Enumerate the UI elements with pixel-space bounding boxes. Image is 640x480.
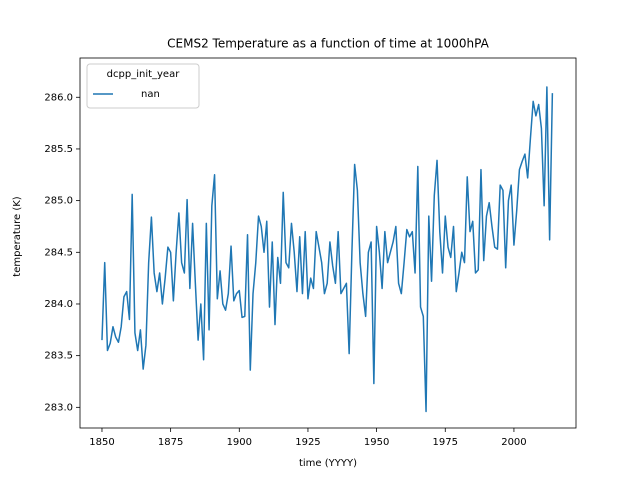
x-tick-label: 1875 (158, 437, 183, 448)
y-tick-label: 283.0 (44, 402, 73, 413)
legend-box (86, 63, 200, 109)
x-tick-label: 1950 (364, 437, 389, 448)
chart-title: CEMS2 Temperature as a function of time … (167, 37, 489, 51)
legend-label: nan (141, 89, 160, 100)
y-axis-label: temperature (K) (12, 196, 23, 276)
legend-title: dcpp_init_year (107, 69, 181, 80)
y-tick-label: 285.0 (44, 196, 73, 207)
y-tick-label: 284.0 (44, 299, 73, 310)
x-tick-label: 1975 (433, 437, 458, 448)
y-tick-label: 286.0 (44, 92, 73, 103)
y-tick-label: 284.5 (44, 247, 73, 258)
x-axis-label: time (YYYY) (299, 458, 357, 469)
y-tick-label: 283.5 (44, 351, 73, 362)
data-line (101, 86, 554, 413)
x-tick-label: 1925 (295, 437, 320, 448)
x-tick-label: 2000 (501, 437, 526, 448)
x-tick-label: 1900 (227, 437, 252, 448)
y-tick-label: 285.5 (44, 144, 73, 155)
x-tick-label: 1850 (89, 437, 114, 448)
plot-frame (79, 57, 577, 429)
